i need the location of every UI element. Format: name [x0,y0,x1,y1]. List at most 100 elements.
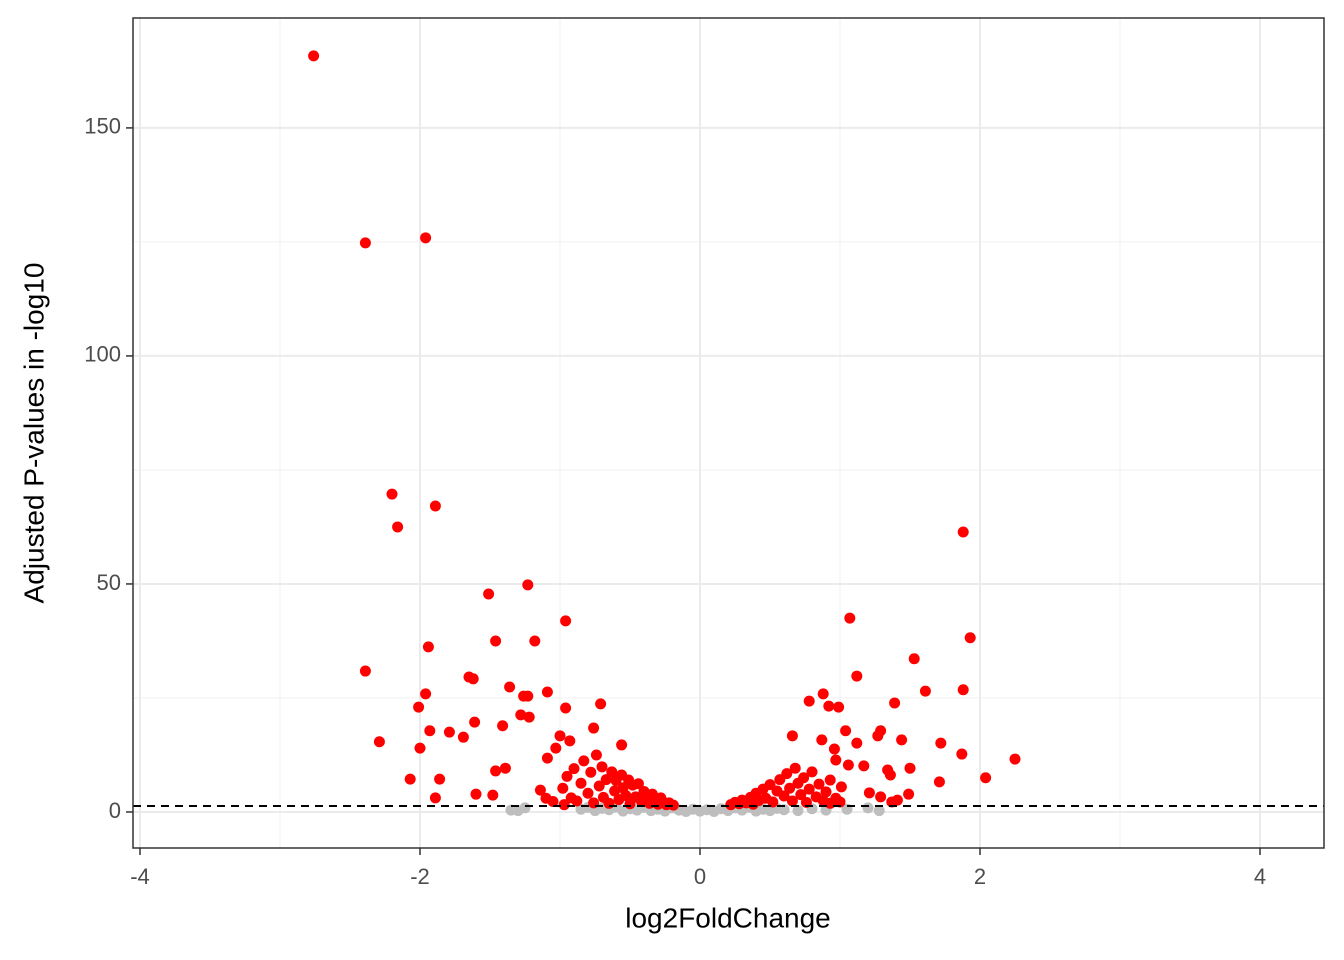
point [600,774,612,786]
point [764,779,776,791]
point [434,773,446,785]
point [596,761,608,773]
point [806,766,818,778]
point [487,789,499,801]
point [817,688,829,700]
point [424,725,436,737]
point [606,766,618,778]
point [497,720,509,732]
point [467,673,479,685]
point [844,612,856,624]
point [558,799,570,811]
point [858,760,870,772]
point [560,615,572,627]
point [935,737,947,749]
y-tick-label: 0 [109,798,121,823]
point [540,792,552,804]
point [557,782,569,794]
point [359,665,371,677]
point [616,739,628,751]
point [490,635,502,647]
point [904,762,916,774]
point [534,784,546,796]
point [523,711,535,723]
point [515,709,527,721]
point [781,768,793,780]
point [842,759,854,771]
point [803,695,815,707]
point [833,701,845,713]
point [603,797,615,809]
point [469,716,481,728]
point [786,795,798,807]
point [767,796,779,808]
point [541,752,553,764]
point [632,778,644,790]
point [789,762,801,774]
point [575,777,587,789]
point [903,788,915,800]
point [590,749,602,761]
point [798,772,810,784]
point [414,742,426,754]
point [795,789,807,801]
point [593,780,605,792]
point [875,791,887,803]
point [404,773,416,785]
point [568,763,580,775]
point [816,734,828,746]
point [571,795,583,807]
point [873,805,885,817]
point [457,731,469,743]
point [609,785,621,797]
point [820,786,832,798]
point [980,772,992,784]
point [851,670,863,682]
point [823,700,835,712]
point [872,730,884,742]
point [595,698,607,710]
point [470,788,482,800]
point [863,787,875,799]
point [786,730,798,742]
point [519,802,531,814]
point [578,755,590,767]
point [957,526,969,538]
point [490,765,502,777]
point [308,50,320,62]
point [964,632,976,644]
point [420,688,432,700]
point [561,770,573,782]
point [499,762,511,774]
point [830,754,842,766]
point [803,783,815,795]
point [891,794,903,806]
point [541,686,553,698]
point [585,766,597,778]
point [443,726,455,738]
point [956,748,968,760]
point [422,641,434,653]
point [813,778,825,790]
point [835,781,847,793]
x-tick-label: 4 [1254,864,1266,889]
point [620,790,632,802]
x-tick-label: 0 [694,864,706,889]
point [884,769,896,781]
point [554,730,566,742]
point [560,702,572,714]
y-tick-label: 150 [84,114,121,139]
point [778,790,790,802]
point [420,232,432,244]
point [522,690,534,702]
point [413,701,425,713]
point [840,725,852,737]
y-tick-label: 100 [84,342,121,367]
point [1009,753,1021,765]
point [564,735,576,747]
point [933,776,945,788]
point [862,802,874,814]
point [667,799,679,811]
